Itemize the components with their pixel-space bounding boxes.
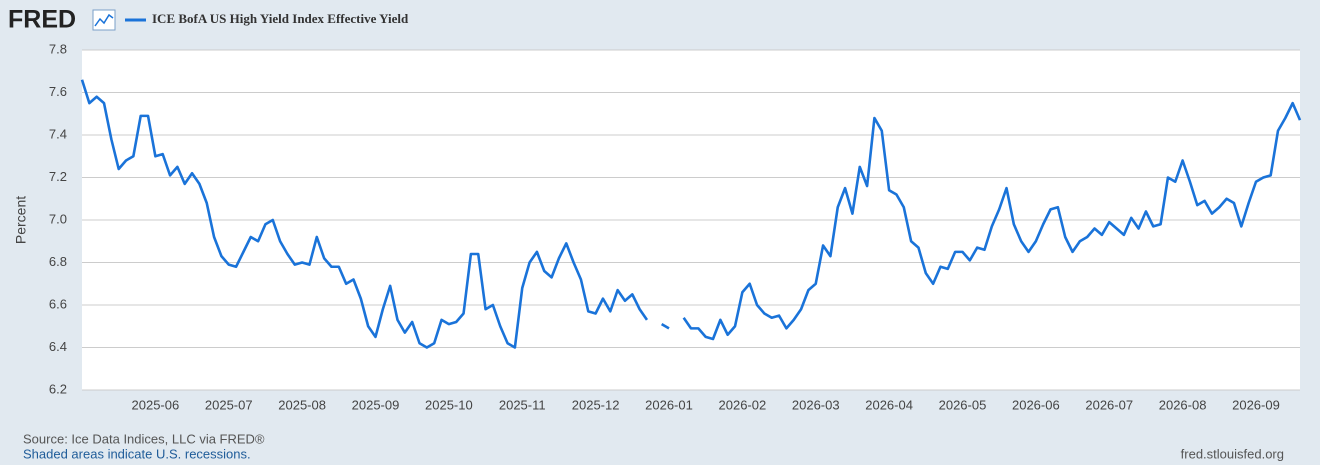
y-tick-label: 6.4 — [49, 339, 67, 354]
y-tick-label: 6.2 — [49, 381, 67, 396]
y-tick-label: 6.6 — [49, 296, 67, 311]
x-tick-label: 2025-09 — [352, 397, 400, 412]
logo-icon — [92, 9, 116, 31]
y-tick-label: 7.2 — [49, 169, 67, 184]
y-tick-label: 6.8 — [49, 254, 67, 269]
url[interactable]: fred.stlouisfed.org — [1181, 446, 1284, 461]
x-tick-label: 2025-07 — [205, 397, 253, 412]
x-tick-label: 2026-03 — [792, 397, 840, 412]
x-tick-label: 2025-10 — [425, 397, 473, 412]
x-tick-label: 2025-11 — [499, 397, 546, 412]
y-axis-label: Percent — [13, 196, 29, 244]
y-tick-label: 7.8 — [49, 41, 67, 56]
x-tick-label: 2025-08 — [278, 397, 326, 412]
note[interactable]: Shaded areas indicate U.S. recessions. — [23, 446, 251, 461]
y-tick-label: 7.0 — [49, 211, 67, 226]
legend-label: ICE BofA US High Yield Index Effective Y… — [152, 11, 409, 26]
x-tick-label: 2026-01 — [645, 397, 693, 412]
x-tick-label: 2026-04 — [865, 397, 913, 412]
x-tick-label: 2026-02 — [719, 397, 767, 412]
x-tick-label: 2025-12 — [572, 397, 620, 412]
x-tick-label: 2026-09 — [1232, 397, 1280, 412]
x-tick-label: 2026-05 — [939, 397, 987, 412]
x-tick-label: 2026-07 — [1085, 397, 1133, 412]
series-line — [80, 79, 1302, 349]
x-tick-label: 2026-08 — [1159, 397, 1207, 412]
x-tick-label: 2025-06 — [132, 397, 180, 412]
y-tick-label: 7.6 — [49, 84, 67, 99]
x-tick-label: 2026-06 — [1012, 397, 1060, 412]
y-tick-label: 7.4 — [49, 126, 67, 141]
source: Source: Ice Data Indices, LLC via FRED® — [23, 431, 265, 446]
logo[interactable]: FRED — [8, 6, 76, 34]
